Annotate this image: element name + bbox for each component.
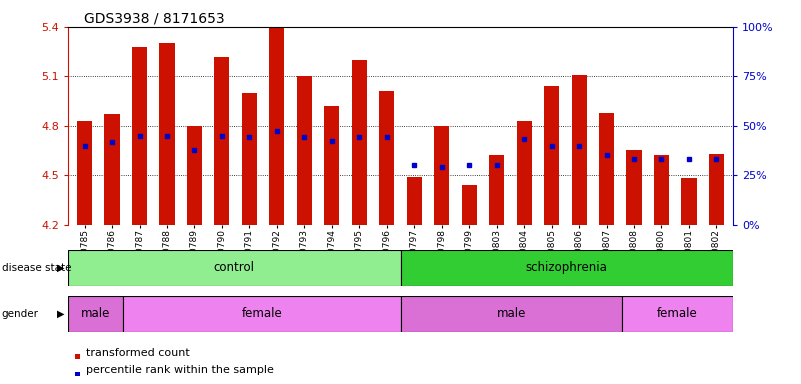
- Bar: [68, 250, 400, 286]
- Bar: [489, 156, 504, 225]
- Text: female: female: [242, 308, 283, 320]
- Bar: [297, 76, 312, 225]
- Bar: [379, 91, 394, 225]
- Bar: [407, 177, 422, 225]
- Bar: [654, 156, 669, 225]
- Text: gender: gender: [2, 309, 38, 319]
- Text: schizophrenia: schizophrenia: [525, 262, 608, 274]
- Text: ▶: ▶: [57, 263, 64, 273]
- Bar: [269, 27, 284, 225]
- Bar: [123, 296, 400, 332]
- Bar: [461, 185, 477, 225]
- Bar: [682, 179, 697, 225]
- Bar: [400, 250, 733, 286]
- Bar: [352, 60, 367, 225]
- Text: male: male: [497, 308, 526, 320]
- Text: control: control: [214, 262, 255, 274]
- Bar: [159, 43, 175, 225]
- Bar: [599, 113, 614, 225]
- Bar: [324, 106, 340, 225]
- Bar: [68, 296, 123, 332]
- Text: GDS3938 / 8171653: GDS3938 / 8171653: [84, 12, 225, 25]
- Bar: [572, 74, 586, 225]
- Bar: [242, 93, 257, 225]
- Bar: [74, 372, 79, 376]
- Bar: [622, 296, 733, 332]
- Text: ▶: ▶: [57, 309, 64, 319]
- Text: male: male: [81, 308, 111, 320]
- Bar: [626, 151, 642, 225]
- Bar: [104, 114, 119, 225]
- Bar: [74, 354, 79, 359]
- Text: female: female: [657, 308, 698, 320]
- Bar: [544, 86, 559, 225]
- Bar: [187, 126, 202, 225]
- Bar: [517, 121, 532, 225]
- Bar: [400, 296, 622, 332]
- Bar: [709, 154, 724, 225]
- Text: percentile rank within the sample: percentile rank within the sample: [87, 365, 274, 375]
- Bar: [215, 56, 229, 225]
- Text: disease state: disease state: [2, 263, 71, 273]
- Bar: [434, 126, 449, 225]
- Text: transformed count: transformed count: [87, 348, 190, 358]
- Bar: [77, 121, 92, 225]
- Bar: [132, 47, 147, 225]
